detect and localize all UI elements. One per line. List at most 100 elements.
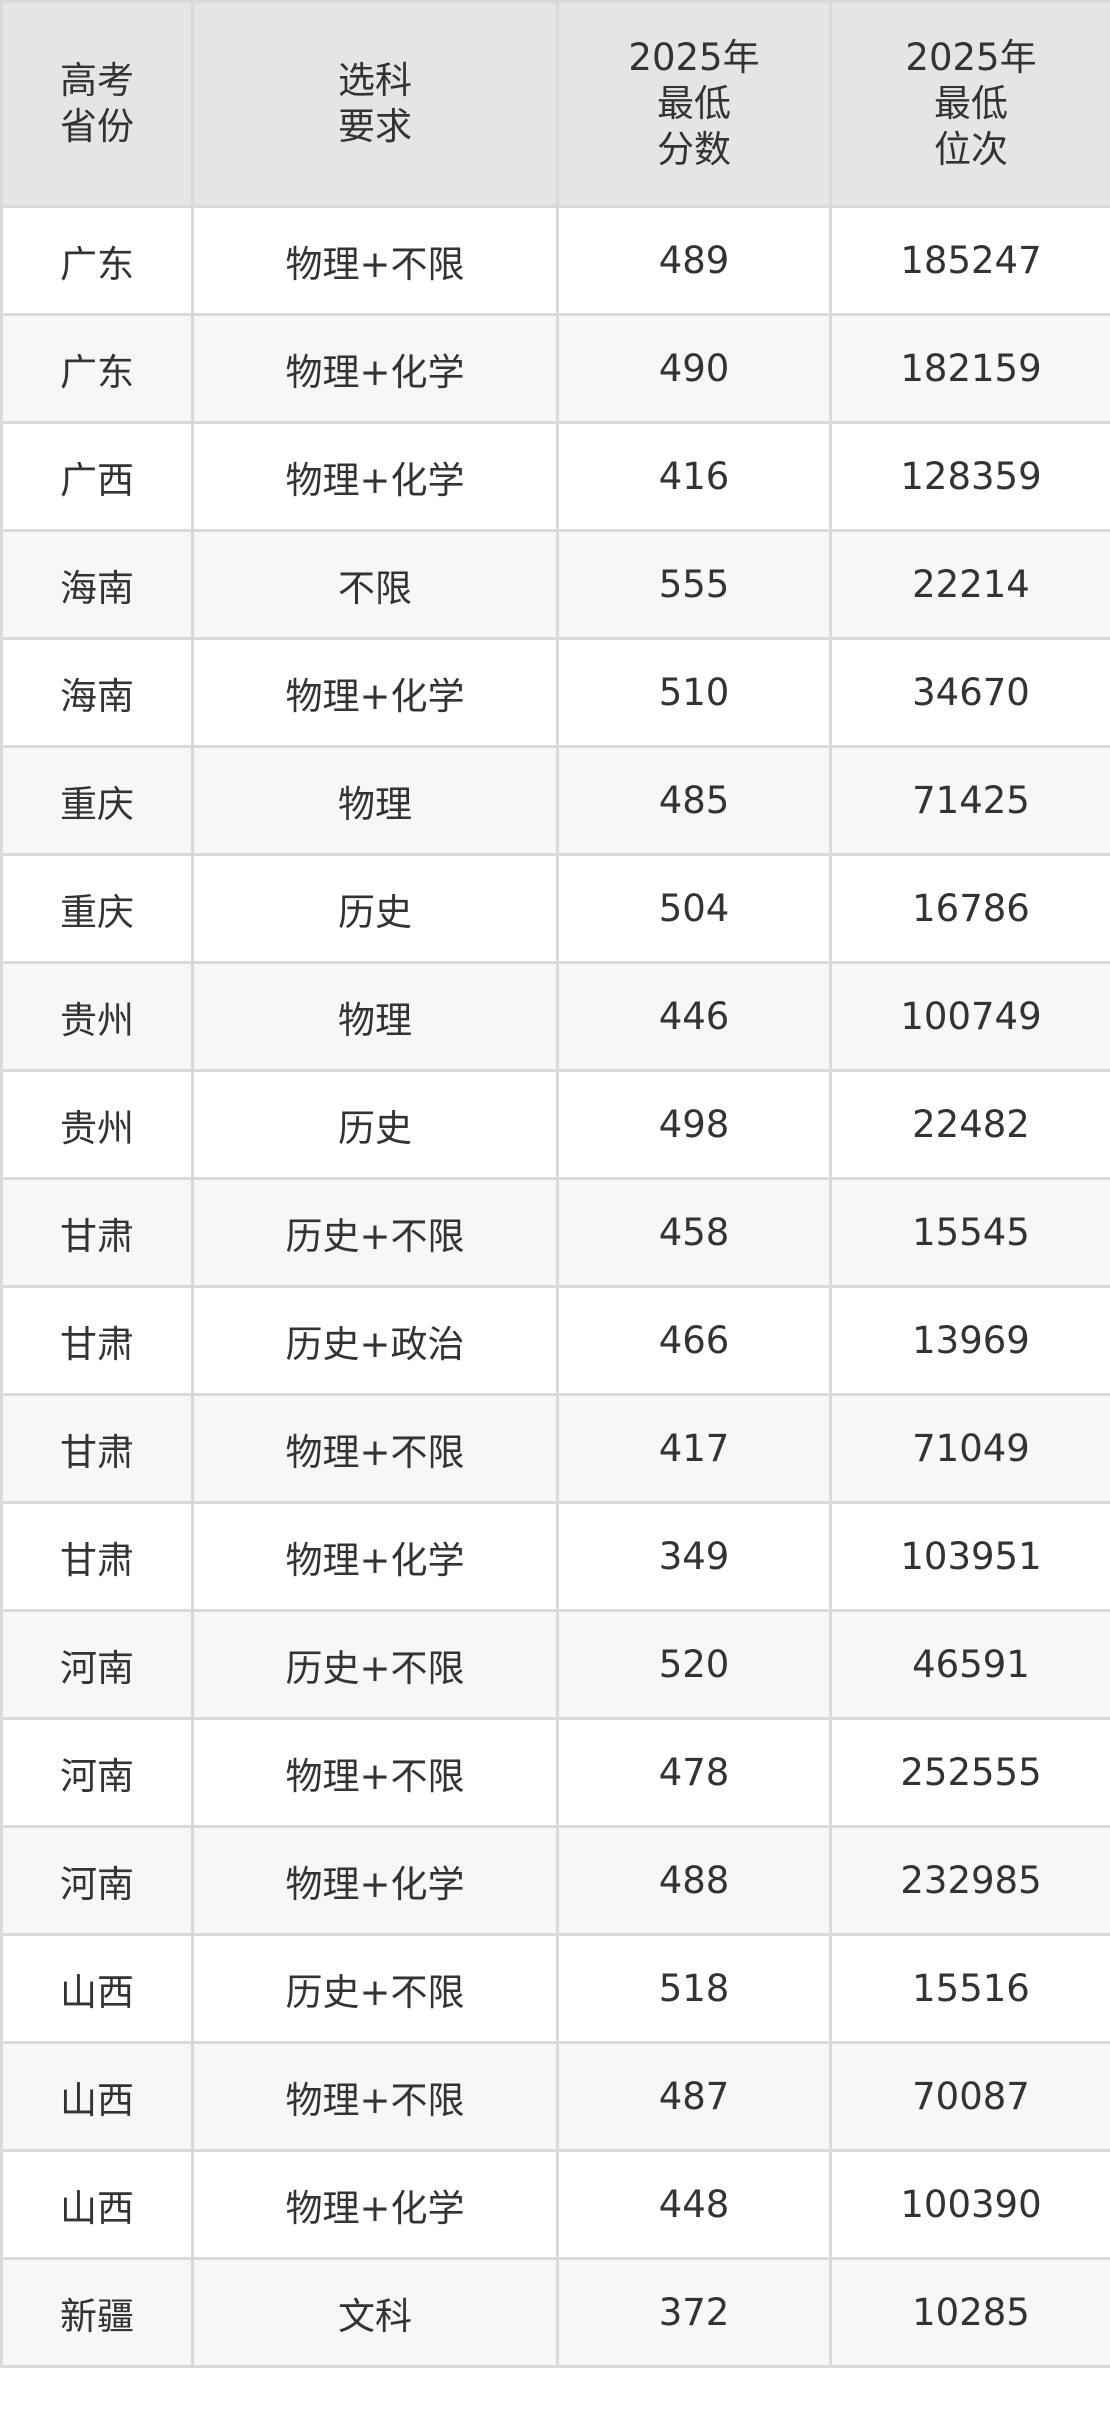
cell-min-rank: 182159 [829, 313, 1110, 424]
cell-min-score: 518 [556, 1933, 832, 2044]
cell-province: 重庆 [0, 853, 194, 964]
cell-province: 贵州 [0, 961, 194, 1072]
cell-subject: 文科 [191, 2257, 559, 2368]
cell-min-rank: 252555 [829, 1717, 1110, 1828]
header-text: 2025年 [905, 36, 1037, 79]
cell-subject: 物理+化学 [191, 421, 559, 532]
cell-subject: 不限 [191, 529, 559, 640]
cell-subject: 物理+化学 [191, 1825, 559, 1936]
cell-province: 河南 [0, 1825, 194, 1936]
cell-province: 广西 [0, 421, 194, 532]
header-text: 2025年 [628, 36, 760, 79]
cell-min-score: 466 [556, 1285, 832, 1396]
table-row: 河南 物理+化学 488 232985 [0, 1825, 1110, 1936]
cell-province: 河南 [0, 1609, 194, 1720]
cell-min-score: 417 [556, 1393, 832, 1504]
header-min-score: 2025年 最低 分数 [556, 0, 832, 208]
cell-subject: 物理+不限 [191, 1717, 559, 1828]
header-province: 高考 省份 [0, 0, 194, 208]
cell-min-score: 448 [556, 2149, 832, 2260]
table-row: 广西 物理+化学 416 128359 [0, 421, 1110, 532]
cell-min-score: 488 [556, 1825, 832, 1936]
cell-subject: 物理+化学 [191, 637, 559, 748]
table-row: 广东 物理+不限 489 185247 [0, 205, 1110, 316]
cell-province: 广东 [0, 313, 194, 424]
cell-province: 山西 [0, 2149, 194, 2260]
table-row: 甘肃 历史+不限 458 15545 [0, 1177, 1110, 1288]
cell-subject: 物理+不限 [191, 205, 559, 316]
table-header-row: 高考 省份 选科 要求 2025年 最低 分数 2025年 最低 位次 [0, 0, 1110, 208]
header-text: 最低 [657, 82, 731, 125]
cell-province: 山西 [0, 2041, 194, 2152]
table-row: 山西 物理+化学 448 100390 [0, 2149, 1110, 2260]
cell-subject: 物理 [191, 745, 559, 856]
cell-min-score: 446 [556, 961, 832, 1072]
table-row: 贵州 物理 446 100749 [0, 961, 1110, 1072]
cell-province: 山西 [0, 1933, 194, 2044]
header-text: 高考 [60, 59, 134, 102]
table-row: 新疆 文科 372 10285 [0, 2257, 1110, 2368]
cell-province: 甘肃 [0, 1393, 194, 1504]
cell-subject: 物理+化学 [191, 1501, 559, 1612]
cell-min-score: 489 [556, 205, 832, 316]
cell-min-score: 458 [556, 1177, 832, 1288]
cell-subject: 物理+不限 [191, 2041, 559, 2152]
cell-min-rank: 71425 [829, 745, 1110, 856]
cell-subject: 物理 [191, 961, 559, 1072]
cell-subject: 历史 [191, 853, 559, 964]
cell-min-rank: 22482 [829, 1069, 1110, 1180]
table-row: 海南 不限 555 22214 [0, 529, 1110, 640]
cell-min-score: 485 [556, 745, 832, 856]
cell-min-score: 349 [556, 1501, 832, 1612]
cell-province: 河南 [0, 1717, 194, 1828]
cell-min-rank: 15545 [829, 1177, 1110, 1288]
cell-min-rank: 15516 [829, 1933, 1110, 2044]
cell-subject: 历史+不限 [191, 1933, 559, 2044]
cell-province: 甘肃 [0, 1177, 194, 1288]
cell-min-rank: 103951 [829, 1501, 1110, 1612]
cell-min-rank: 10285 [829, 2257, 1110, 2368]
admission-score-table: 高考 省份 选科 要求 2025年 最低 分数 2025年 最低 位次 广东 物理… [0, 0, 1110, 2368]
cell-min-score: 487 [556, 2041, 832, 2152]
cell-min-rank: 128359 [829, 421, 1110, 532]
cell-subject: 历史 [191, 1069, 559, 1180]
table-row: 河南 物理+不限 478 252555 [0, 1717, 1110, 1828]
cell-subject: 历史+政治 [191, 1285, 559, 1396]
cell-min-score: 498 [556, 1069, 832, 1180]
cell-min-rank: 71049 [829, 1393, 1110, 1504]
cell-subject: 历史+不限 [191, 1609, 559, 1720]
table-row: 贵州 历史 498 22482 [0, 1069, 1110, 1180]
cell-min-rank: 22214 [829, 529, 1110, 640]
cell-min-rank: 16786 [829, 853, 1110, 964]
cell-province: 新疆 [0, 2257, 194, 2368]
cell-min-score: 510 [556, 637, 832, 748]
table-row: 重庆 物理 485 71425 [0, 745, 1110, 856]
table-row: 甘肃 物理+化学 349 103951 [0, 1501, 1110, 1612]
cell-min-rank: 185247 [829, 205, 1110, 316]
table-row: 甘肃 历史+政治 466 13969 [0, 1285, 1110, 1396]
cell-min-rank: 46591 [829, 1609, 1110, 1720]
cell-province: 重庆 [0, 745, 194, 856]
cell-subject: 历史+不限 [191, 1177, 559, 1288]
table-row: 广东 物理+化学 490 182159 [0, 313, 1110, 424]
table-row: 河南 历史+不限 520 46591 [0, 1609, 1110, 1720]
cell-min-rank: 100390 [829, 2149, 1110, 2260]
cell-subject: 物理+化学 [191, 2149, 559, 2260]
cell-min-score: 416 [556, 421, 832, 532]
header-text: 分数 [657, 128, 731, 171]
cell-min-score: 520 [556, 1609, 832, 1720]
header-subject: 选科 要求 [191, 0, 559, 208]
header-text: 选科 [338, 59, 412, 102]
cell-min-rank: 70087 [829, 2041, 1110, 2152]
header-min-rank: 2025年 最低 位次 [829, 0, 1110, 208]
cell-subject: 物理+不限 [191, 1393, 559, 1504]
cell-province: 广东 [0, 205, 194, 316]
header-text: 位次 [934, 128, 1008, 171]
cell-min-score: 555 [556, 529, 832, 640]
cell-min-score: 372 [556, 2257, 832, 2368]
table-row: 山西 历史+不限 518 15516 [0, 1933, 1110, 2044]
cell-min-rank: 13969 [829, 1285, 1110, 1396]
header-text: 要求 [338, 105, 412, 148]
cell-province: 贵州 [0, 1069, 194, 1180]
cell-min-rank: 100749 [829, 961, 1110, 1072]
